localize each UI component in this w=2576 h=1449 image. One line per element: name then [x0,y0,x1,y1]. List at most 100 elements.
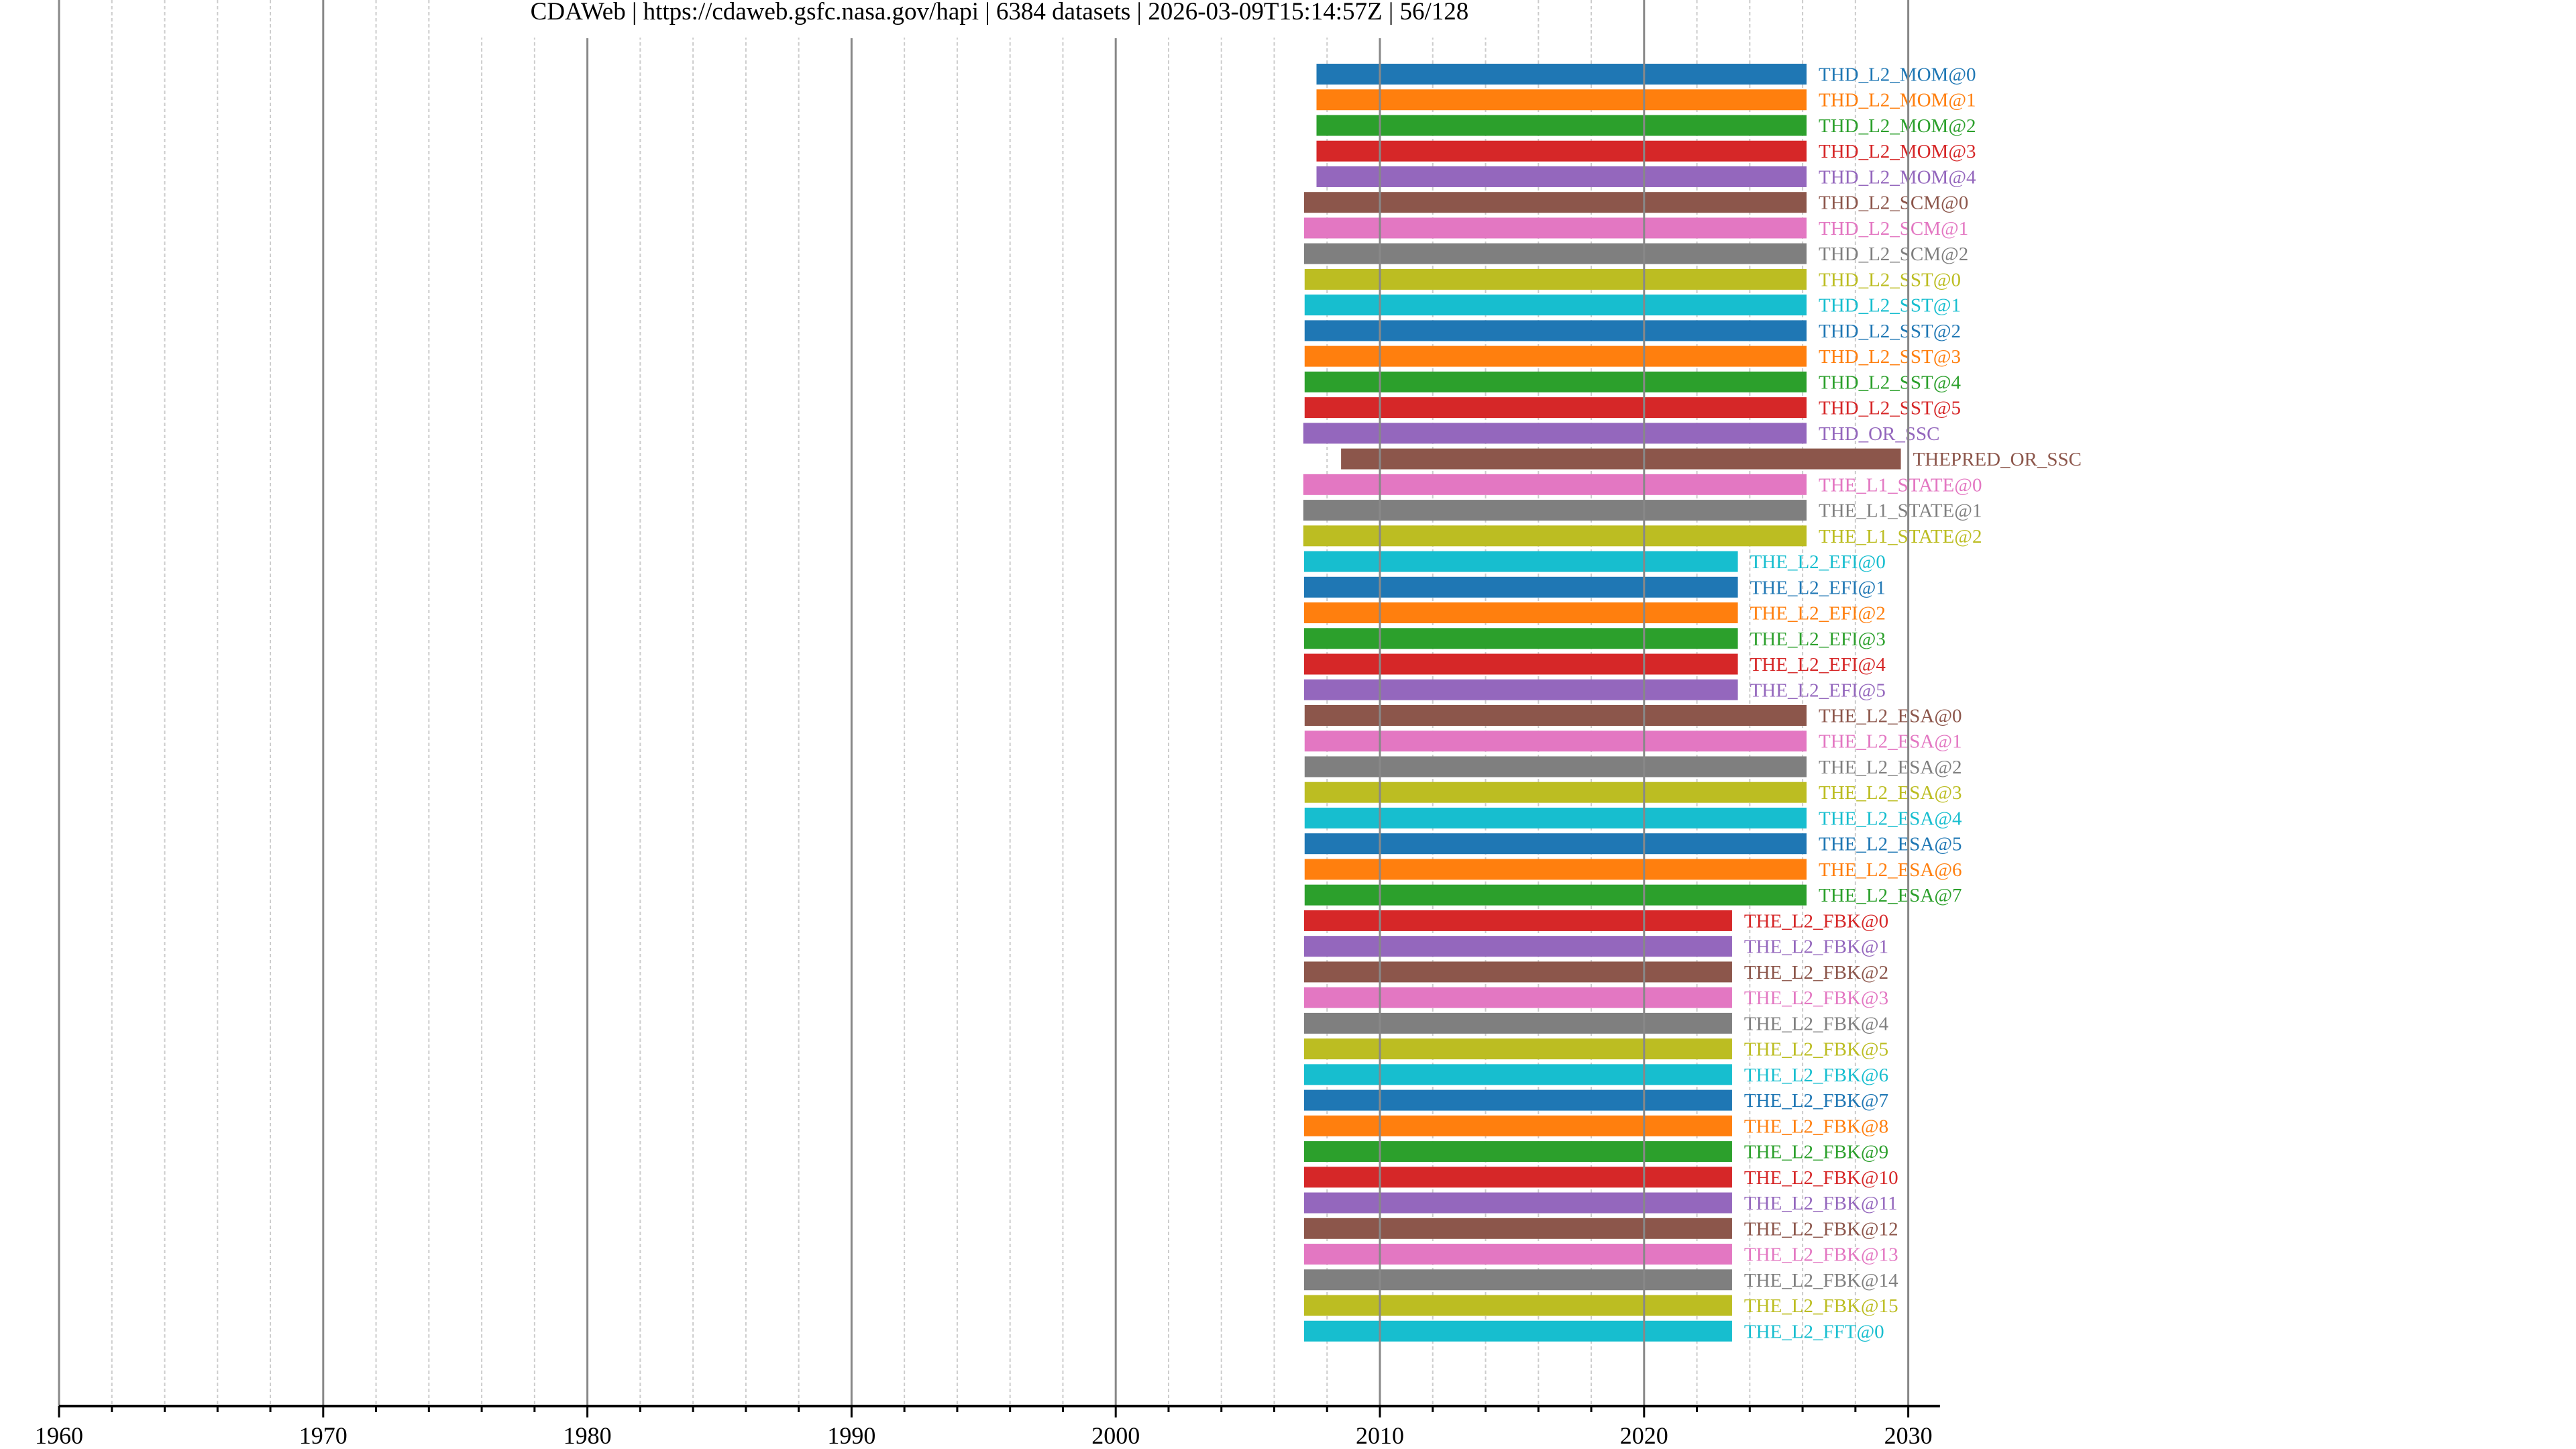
timeline-bar [1303,1320,1732,1342]
timeline-bar [1303,423,1807,444]
bar-label: THE_L2_FBK@3 [1744,987,1888,1009]
timeline-bar [1304,320,1807,341]
bar-label: THE_L2_FBK@0 [1744,910,1888,932]
bar-label: THD_L2_SST@1 [1819,295,1961,317]
bar-label: THE_L2_FBK@9 [1744,1142,1888,1163]
bar-label: THE_L2_EFI@2 [1750,603,1886,625]
timeline-bar [1341,448,1901,470]
bar-label: THD_L2_MOM@3 [1819,141,1976,162]
timeline-bar [1303,679,1738,700]
timeline-bar [1303,936,1732,957]
bar-label: THE_L2_ESA@7 [1819,885,1962,906]
bar-label: THD_L2_MOM@0 [1819,64,1976,86]
timeline-bar [1303,1167,1732,1188]
timeline-bar [1303,1064,1732,1085]
bar-label: THD_L2_SST@0 [1819,269,1961,290]
bar-label: THD_L2_MOM@1 [1819,90,1976,111]
x-tick-label: 1960 [35,1422,83,1449]
timeline-bar [1303,1038,1732,1060]
bar-label: THD_L2_SCM@2 [1819,244,1968,265]
timeline-bar [1316,64,1807,85]
timeline-bar [1304,807,1807,828]
bar-label: THE_L2_ESA@5 [1819,834,1962,855]
x-tick-label: 1980 [564,1422,612,1449]
timeline-bar [1304,397,1807,419]
timeline-bar [1303,987,1732,1008]
bar-label: THE_L2_EFI@0 [1750,551,1886,573]
bar-label: THE_L2_ESA@4 [1819,808,1962,829]
bar-label: THE_L2_ESA@1 [1819,731,1962,753]
timeline-bar [1303,961,1732,983]
bar-label: THE_L2_ESA@3 [1819,782,1962,804]
chart-title: CDAWeb | https://cdaweb.gsfc.nasa.gov/ha… [531,0,1469,25]
timeline-bar [1303,1089,1732,1111]
timeline-bar [1303,1218,1732,1239]
timeline-bar [1303,525,1807,547]
bar-label: THD_L2_SCM@1 [1819,218,1968,239]
bar-label: THD_L2_MOM@4 [1819,166,1976,188]
timeline-bar [1304,859,1807,880]
timeline-bar [1303,1141,1732,1163]
timeline-bar [1303,474,1807,495]
bar-label: THE_L2_FBK@1 [1744,936,1888,958]
bar-label: THD_L2_SST@3 [1819,346,1961,368]
timeline-bar [1316,166,1807,187]
bar-label: THE_L2_FBK@6 [1744,1065,1888,1086]
timeline-bar [1303,653,1738,675]
bar-label: THE_L2_EFI@1 [1750,577,1886,598]
bar-label: THE_L2_FBK@15 [1744,1295,1898,1317]
timeline-bar [1303,628,1738,649]
timeline-bar [1304,294,1807,316]
timeline-bar [1303,243,1807,264]
bar-label: THE_L2_FBK@12 [1744,1218,1898,1240]
bar-label: THE_L2_FBK@11 [1744,1193,1898,1214]
bar-label: THE_L2_FBK@10 [1744,1167,1898,1189]
bar-label: THE_L2_FBK@5 [1744,1039,1888,1061]
title-background [468,0,1532,38]
timeline-bar [1303,1269,1732,1291]
bar-label: THD_L2_SST@5 [1819,398,1961,419]
bar-label: THE_L1_STATE@2 [1819,526,1982,547]
bar-labels: THD_L2_MOM@0 THD_L2_MOM@1 THD_L2_MOM@2 THD_… [1744,64,2082,1343]
bar-label: THE_L2_ESA@2 [1819,757,1962,778]
timeline-bar [1303,602,1738,624]
bar-label: THD_L2_SST@4 [1819,372,1961,393]
timeline-bar [1316,140,1807,162]
timeline-bar [1303,551,1738,572]
timeline-bar [1303,500,1807,521]
timeline-bar [1304,833,1807,855]
timeline-bar [1304,756,1807,777]
x-tick-label: 2020 [1620,1422,1668,1449]
timeline-bar [1303,910,1732,931]
bar-label: THD_L2_MOM@2 [1819,115,1976,137]
bar-label: THE_L2_FBK@2 [1744,962,1888,983]
timeline-bar [1303,576,1738,598]
x-tick-label: 2030 [1884,1422,1933,1449]
bar-label: THE_L2_ESA@0 [1819,706,1962,727]
bar-label: THE_L2_FBK@7 [1744,1090,1888,1112]
bar-label: THD_L2_SCM@0 [1819,193,1968,214]
bar-label: THE_L2_EFI@4 [1750,654,1886,676]
timeline-bar [1304,731,1807,752]
bar-label: THE_L2_EFI@3 [1750,629,1886,650]
bar-label: THE_L2_FBK@4 [1744,1013,1889,1034]
timeline-bar [1303,1012,1732,1034]
bar-label: THD_L2_SST@2 [1819,321,1961,342]
bars [1303,64,1901,1342]
timeline-bar [1304,705,1807,726]
timeline-bar [1304,371,1807,392]
bar-label: THE_L2_FBK@13 [1744,1244,1898,1266]
bar-label: THE_L2_FBK@14 [1744,1270,1898,1291]
bar-label: THE_L2_EFI@5 [1750,680,1886,701]
bar-label: THE_L1_STATE@1 [1819,500,1982,522]
timeline-bar [1304,782,1807,803]
timeline-bar [1303,1295,1732,1316]
x-tick-label: 2010 [1356,1422,1404,1449]
bar-label: THE_L2_FFT@0 [1744,1321,1884,1342]
timeline-bar [1303,1115,1732,1136]
x-tick-label: 1970 [299,1422,347,1449]
x-tick-label: 2000 [1091,1422,1140,1449]
timeline-bar [1304,884,1807,906]
timeline-bar [1303,1192,1732,1214]
